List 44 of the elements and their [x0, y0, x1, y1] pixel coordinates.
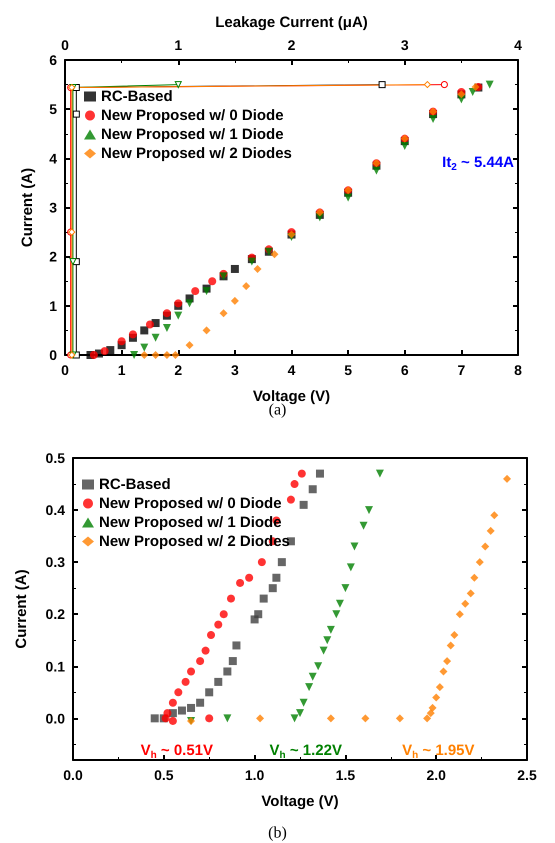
x2-axis-title: Leakage Current (μA) — [215, 14, 368, 31]
y-tick-label: 0.4 — [46, 502, 66, 518]
y-tick-label: 0.3 — [46, 554, 66, 570]
y-tick-label: 2 — [49, 248, 58, 265]
y-tick-label: 0.5 — [46, 450, 66, 466]
legend-label: New Proposed w/ 0 Diode — [101, 107, 284, 124]
x-tick-label: 1 — [118, 362, 126, 378]
y-axis-title: Current (A) — [19, 168, 36, 248]
y-tick-label: 3 — [49, 200, 58, 216]
y-tick-label: 0 — [49, 347, 58, 363]
text: (b) — [268, 824, 287, 842]
legend-label: RC-Based — [101, 88, 173, 105]
legend-label: New Proposed w/ 1 Diode — [101, 126, 284, 143]
y-axis-title: Current (A) — [13, 569, 30, 649]
x2-tick-label: 4 — [514, 37, 522, 53]
x-tick-label: 2 — [174, 362, 182, 378]
x-tick-label: 5 — [344, 362, 352, 378]
x-tick-label: 6 — [400, 362, 409, 378]
x-axis-title: Voltage (V) — [261, 793, 339, 810]
legend-label: New Proposed w/ 0 Diode — [99, 495, 282, 512]
y-tick-label: 0.0 — [46, 710, 66, 726]
x-tick-label: 1.5 — [336, 767, 356, 783]
y-tick-label: 1 — [49, 298, 58, 314]
x-tick-label: 2.0 — [426, 767, 446, 783]
x-tick-label: 1.0 — [244, 767, 265, 783]
y-tick-label: 5 — [49, 101, 58, 118]
y-tick-label: 6 — [49, 52, 58, 68]
x-tick-label: 0.0 — [63, 767, 83, 783]
x-tick-label: 8 — [514, 362, 522, 378]
x-tick-label: 2.5 — [517, 767, 537, 783]
x-tick-label: 7 — [457, 362, 466, 378]
x-tick-label: 4 — [288, 362, 296, 378]
legend-label: RC-Based — [99, 476, 171, 493]
x2-tick-label: 2 — [288, 37, 296, 53]
x-tick-label: 0.5 — [154, 767, 174, 783]
legend-label: New Proposed w/ 1 Diode — [99, 514, 282, 531]
y-tick-label: 4 — [49, 150, 58, 166]
y-tick-label: 0.2 — [46, 606, 66, 622]
legend-label: New Proposed w/ 2 Diodes — [101, 145, 292, 162]
x2-tick-label: 3 — [400, 37, 409, 53]
x2-tick-label: 1 — [174, 37, 182, 53]
legend-label: New Proposed w/ 2 Diodes — [99, 533, 290, 550]
y-tick-label: 0.1 — [46, 658, 66, 674]
x-tick-label: 3 — [230, 362, 239, 378]
